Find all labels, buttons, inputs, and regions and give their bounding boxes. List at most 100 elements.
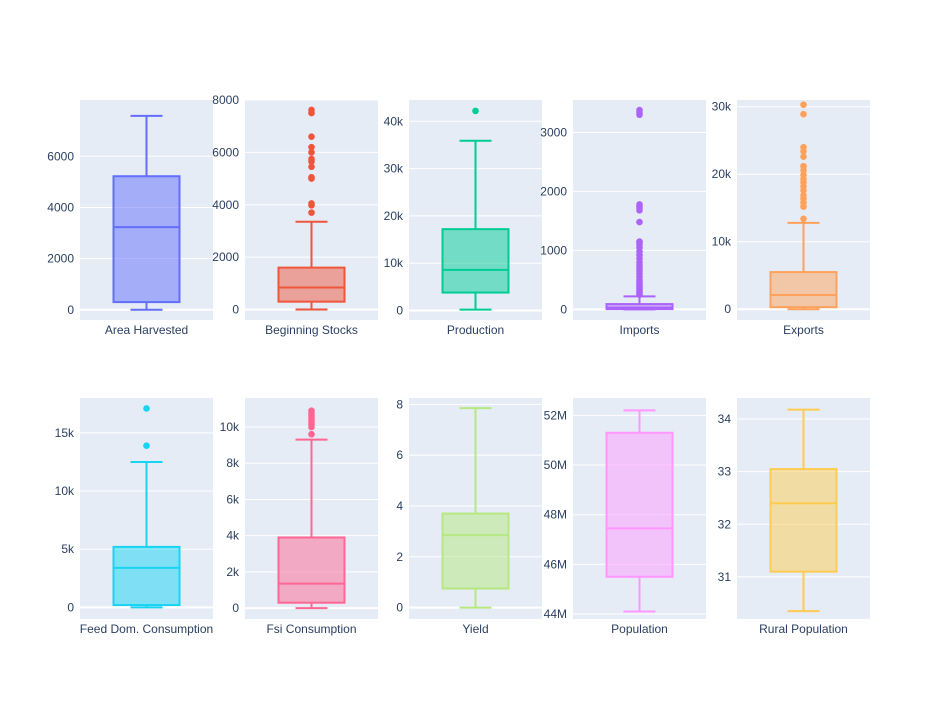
iqr-box <box>441 228 510 294</box>
y-tick-label: 2 <box>396 550 403 564</box>
y-tick-label: 8000 <box>212 93 239 107</box>
outlier-point <box>636 238 643 245</box>
outlier-point <box>800 162 807 170</box>
y-tick-label: 6000 <box>212 145 239 159</box>
outlier-point <box>636 106 643 114</box>
y-tick-label: 31 <box>718 570 732 584</box>
y-tick-label: 15k <box>55 426 75 440</box>
y-tick-label: 40k <box>384 114 404 128</box>
outlier-point <box>308 143 315 151</box>
y-tick-label: 10k <box>712 235 732 249</box>
y-tick-label: 0 <box>724 302 731 316</box>
box-panel: 31 32 33 34 Rural Population <box>718 398 870 636</box>
iqr-box <box>277 266 346 303</box>
y-tick-label: 34 <box>718 412 732 426</box>
y-tick-label: 52M <box>544 408 567 422</box>
y-tick-label: 5k <box>61 542 75 556</box>
box-panel: 0 5k 10k 15k Feed Dom. Consumption <box>55 398 213 636</box>
y-tick-label: 48M <box>544 508 567 522</box>
y-tick-label: 1000 <box>540 243 567 257</box>
y-tick-label: 2000 <box>540 184 567 198</box>
y-tick-label: 0 <box>67 303 74 317</box>
y-tick-label: 44M <box>544 607 567 621</box>
y-tick-label: 4 <box>396 499 403 513</box>
box-panel: 0 2k 4k 6k 8k 10k Fsi Consumption <box>220 398 378 636</box>
box-panel: 44M 46M 48M 50M 52M Population <box>544 398 706 636</box>
outlier-point <box>800 110 807 118</box>
y-tick-label: 30k <box>712 100 732 114</box>
x-category-label: Area Harvested <box>105 323 188 337</box>
y-tick-label: 10k <box>384 256 404 270</box>
outlier-point <box>308 155 315 163</box>
box-panel: 0 10k 20k 30k Exports <box>712 100 870 337</box>
outlier-point <box>143 442 150 449</box>
outlier-point <box>636 201 643 208</box>
outlier-point <box>800 153 807 160</box>
outlier-point <box>308 209 315 216</box>
y-tick-label: 30k <box>384 162 404 176</box>
outlier-point <box>308 149 315 156</box>
y-tick-label: 8k <box>226 456 240 470</box>
y-tick-label: 6k <box>226 492 240 506</box>
y-tick-label: 2k <box>226 565 240 579</box>
iqr-box <box>605 303 674 311</box>
outlier-point <box>800 101 807 109</box>
outlier-point <box>308 163 315 171</box>
x-category-label: Fsi Consumption <box>266 622 356 636</box>
outlier-point <box>308 430 315 438</box>
outlier-point <box>308 133 315 140</box>
iqr-box <box>277 536 346 604</box>
y-tick-label: 50M <box>544 458 567 472</box>
outlier-point <box>800 215 807 223</box>
iqr-box <box>441 512 510 590</box>
y-tick-label: 6 <box>396 448 403 462</box>
x-category-label: Exports <box>783 323 824 337</box>
x-category-label: Population <box>611 622 668 636</box>
box-panel: 0 10k 20k 30k 40k Production <box>384 100 542 337</box>
iqr-box <box>112 175 181 304</box>
x-category-label: Rural Population <box>759 622 848 636</box>
y-tick-label: 33 <box>718 465 732 479</box>
outlier-point <box>308 200 315 207</box>
outlier-point <box>800 143 807 151</box>
y-tick-label: 0 <box>396 601 403 615</box>
x-category-label: Imports <box>619 323 659 337</box>
y-tick-label: 0 <box>396 304 403 318</box>
outlier-point <box>636 218 643 226</box>
y-tick-label: 20k <box>384 209 404 223</box>
y-tick-label: 46M <box>544 557 567 571</box>
y-tick-label: 10k <box>55 484 75 498</box>
iqr-box <box>769 468 838 573</box>
y-tick-label: 10k <box>220 420 240 434</box>
y-tick-label: 4000 <box>212 198 239 212</box>
y-tick-label: 0 <box>232 601 239 615</box>
x-category-label: Feed Dom. Consumption <box>80 622 213 636</box>
y-tick-label: 4000 <box>47 200 74 214</box>
box-panel: 0 1000 2000 3000 Imports <box>540 100 706 337</box>
y-tick-label: 0 <box>232 303 239 317</box>
y-tick-label: 20k <box>712 167 732 181</box>
outlier-point <box>308 407 315 414</box>
outlier-point <box>143 405 150 412</box>
box-panel: 0 2 4 6 8 Yield <box>396 397 542 636</box>
iqr-box <box>605 431 674 578</box>
y-tick-label: 3000 <box>540 125 567 139</box>
box-panel: 0 2000 4000 6000 8000 Beginning Stocks <box>212 93 378 337</box>
x-category-label: Beginning Stocks <box>265 323 358 337</box>
y-tick-label: 4k <box>226 529 240 543</box>
iqr-box <box>112 545 181 607</box>
y-tick-label: 0 <box>67 600 74 614</box>
outlier-point <box>308 106 315 114</box>
x-category-label: Production <box>447 323 504 337</box>
y-tick-label: 2000 <box>47 252 74 266</box>
iqr-box <box>769 271 838 309</box>
y-tick-label: 32 <box>718 517 732 531</box>
y-tick-label: 2000 <box>212 250 239 264</box>
outlier-point <box>472 107 479 115</box>
x-category-label: Yield <box>462 622 488 636</box>
box-panel: 0 2000 4000 6000 Area Harvested <box>47 100 213 337</box>
y-tick-label: 8 <box>396 397 403 411</box>
outlier-point <box>308 173 315 181</box>
